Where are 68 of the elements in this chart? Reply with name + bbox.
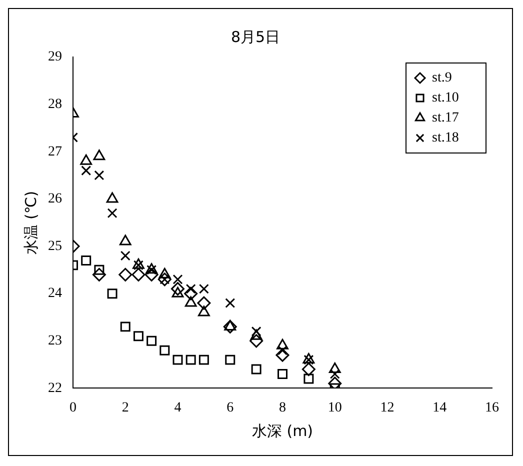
point bbox=[94, 170, 104, 180]
point bbox=[198, 284, 209, 294]
chart-title: 8月5日 bbox=[230, 28, 280, 46]
point bbox=[106, 192, 118, 203]
legend-label: st.17 bbox=[432, 110, 459, 126]
y-tick-label: 26 bbox=[48, 192, 62, 207]
point bbox=[172, 274, 183, 284]
point bbox=[158, 268, 171, 278]
point bbox=[80, 154, 92, 165]
point bbox=[278, 369, 288, 379]
point bbox=[119, 234, 132, 246]
legend-label: st.10 bbox=[432, 90, 459, 106]
point bbox=[133, 331, 144, 342]
point bbox=[160, 345, 170, 356]
point bbox=[184, 286, 198, 300]
point bbox=[186, 354, 196, 365]
point bbox=[198, 306, 210, 316]
point bbox=[225, 298, 236, 308]
point bbox=[107, 208, 118, 218]
y-tick-label: 22 bbox=[48, 380, 62, 396]
legend-label: st.18 bbox=[432, 130, 459, 146]
x-axis-title: 水深 (m) bbox=[252, 422, 314, 440]
point bbox=[184, 296, 197, 307]
point bbox=[223, 320, 237, 334]
point bbox=[171, 282, 184, 296]
point bbox=[146, 336, 157, 346]
point bbox=[120, 322, 130, 332]
y-tick-label: 27 bbox=[48, 144, 62, 160]
point bbox=[251, 364, 262, 374]
point bbox=[120, 250, 130, 261]
y-tick-label: 23 bbox=[48, 334, 62, 349]
point bbox=[250, 329, 262, 340]
point bbox=[107, 288, 118, 299]
legend-label: st.9 bbox=[432, 70, 452, 86]
x-tick-label: 14 bbox=[432, 400, 447, 416]
point bbox=[144, 268, 158, 282]
point bbox=[132, 268, 146, 282]
x-tick-label: 10 bbox=[328, 400, 342, 416]
point bbox=[224, 320, 236, 330]
point bbox=[250, 334, 264, 348]
x-tick-label: 2 bbox=[122, 400, 129, 416]
x-tick-label: 0 bbox=[70, 400, 76, 416]
point bbox=[81, 166, 92, 176]
point bbox=[172, 354, 183, 365]
y-tick-label: 24 bbox=[48, 286, 62, 302]
point bbox=[81, 255, 92, 266]
y-tick-label: 28 bbox=[48, 96, 62, 112]
y-tick-label: 25 bbox=[48, 238, 62, 254]
y-tick-label: 29 bbox=[48, 50, 62, 65]
point bbox=[276, 338, 288, 350]
point bbox=[302, 362, 316, 376]
x-tick-label: 8 bbox=[279, 400, 286, 416]
x-tick-label: 6 bbox=[226, 400, 234, 416]
point bbox=[197, 296, 211, 310]
point bbox=[172, 286, 184, 298]
point bbox=[328, 376, 342, 388]
point bbox=[93, 150, 106, 160]
y-axis-title: 水温 (℃) bbox=[22, 190, 40, 254]
point bbox=[328, 362, 341, 374]
x-tick-label: 16 bbox=[485, 400, 499, 416]
point bbox=[304, 374, 314, 384]
x-tick-label: 4 bbox=[174, 400, 182, 416]
point bbox=[225, 354, 236, 365]
point bbox=[198, 354, 209, 365]
point bbox=[92, 268, 106, 282]
point bbox=[118, 268, 132, 282]
x-tick-label: 12 bbox=[380, 400, 394, 416]
point bbox=[276, 348, 290, 362]
